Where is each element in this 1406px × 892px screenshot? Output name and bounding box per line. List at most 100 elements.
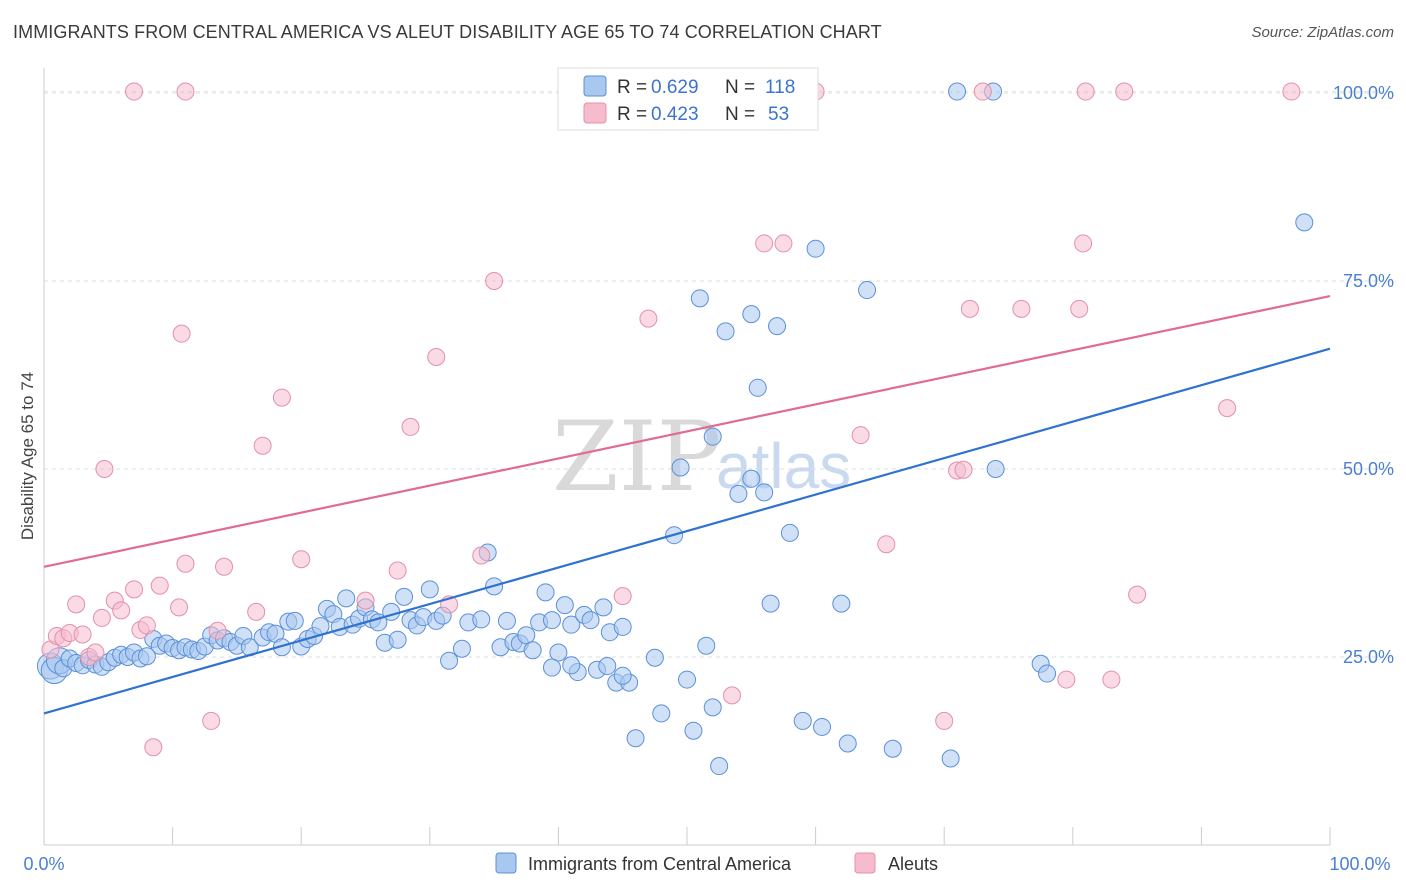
legend-r-label-2: R =: [617, 104, 647, 125]
immigrants-point: [793, 711, 812, 730]
immigrants-point: [420, 580, 439, 599]
immigrants-point: [671, 458, 690, 477]
immigrants-point: [703, 698, 722, 717]
immigrants-point: [497, 611, 516, 630]
x-axis-ticks: [43, 827, 1331, 845]
y-tick-label-50: 50.0%: [1343, 459, 1394, 479]
legend-r-label-1: R =: [617, 77, 647, 98]
immigrants-point: [703, 427, 722, 446]
immigrants-point: [337, 589, 356, 608]
aleuts-point: [1057, 670, 1076, 689]
aleuts-point: [125, 580, 144, 599]
legend-n-value-2: 53: [768, 104, 789, 125]
legend-n-value-1: 118: [765, 77, 795, 98]
immigrants-point: [555, 596, 574, 615]
legend-n-label-2: N =: [725, 104, 755, 125]
trendline-aleuts: [43, 294, 1331, 568]
immigrants-point: [395, 587, 414, 606]
bottom-legend-label-immigrants: Immigrants from Central America: [528, 854, 792, 874]
aleuts-point: [137, 616, 156, 635]
immigrants-point: [652, 704, 671, 723]
legend-r-value-1: 0.629: [651, 77, 699, 98]
immigrants-point: [858, 281, 877, 300]
aleuts-point: [954, 460, 973, 479]
y-tick-label-25: 25.0%: [1343, 647, 1394, 667]
y-tick-label-100: 100.0%: [1333, 83, 1394, 103]
immigrants-point: [549, 643, 568, 662]
immigrants-point: [472, 610, 491, 629]
aleuts-point: [1076, 82, 1095, 101]
immigrants-point: [806, 239, 825, 258]
aleuts-point: [215, 557, 234, 576]
immigrants-point: [742, 305, 761, 324]
aleuts-point: [851, 426, 870, 445]
aleuts-point: [1128, 585, 1147, 604]
aleuts-point: [172, 324, 191, 343]
aleuts-point: [356, 591, 375, 610]
aleuts-point: [247, 602, 266, 621]
immigrants-point: [697, 636, 716, 655]
aleuts-point: [401, 417, 420, 436]
aleuts-point: [427, 347, 446, 366]
aleuts-point: [272, 388, 291, 407]
immigrants-point: [452, 639, 471, 658]
legend-swatch-pink: [583, 102, 607, 124]
immigrants-point: [285, 611, 304, 630]
immigrants-point: [838, 734, 857, 753]
aleuts-point: [1074, 234, 1093, 253]
immigrants-point: [645, 648, 664, 667]
chart-title: IMMIGRANTS FROM CENTRAL AMERICA VS ALEUT…: [13, 22, 882, 42]
legend-swatch-blue: [583, 75, 607, 97]
aleuts-point: [1218, 399, 1237, 418]
aleuts-point: [485, 272, 504, 291]
legend-bottom: Immigrants from Central America Aleuts: [495, 852, 938, 874]
immigrants-point: [626, 729, 645, 748]
aleuts-point: [1070, 299, 1089, 318]
immigrants-point: [813, 717, 832, 736]
aleuts-point: [202, 711, 221, 730]
immigrants-point: [137, 647, 156, 666]
aleuts-point: [170, 598, 189, 617]
trendline-immigrants: [43, 347, 1331, 715]
source-label: Source: ZipAtlas.com: [1251, 24, 1394, 41]
bottom-legend-swatch-blue: [495, 852, 517, 874]
immigrants-point: [1295, 213, 1314, 232]
immigrants-point: [780, 523, 799, 542]
aleuts-point: [1282, 82, 1301, 101]
aleuts-point: [112, 601, 131, 620]
aleuts-point: [208, 621, 227, 640]
aleuts-point: [253, 436, 272, 455]
immigrants-point: [542, 611, 561, 630]
immigrants-point: [598, 657, 617, 676]
aleuts-point: [639, 309, 658, 328]
bottom-legend-swatch-pink: [854, 852, 876, 874]
immigrants-point: [690, 289, 709, 308]
aleuts-point: [935, 711, 954, 730]
aleuts-point: [1115, 82, 1134, 101]
immigrants-point: [382, 602, 401, 621]
aleuts-point: [613, 587, 632, 606]
series-immigrants-points: [36, 82, 1314, 776]
immigrants-point: [581, 611, 600, 630]
immigrants-point: [613, 666, 632, 685]
aleuts-point: [125, 82, 144, 101]
aleuts-point: [388, 561, 407, 580]
y-tick-labels: 25.0% 50.0% 75.0% 100.0%: [1333, 83, 1394, 667]
immigrants-point: [311, 617, 330, 636]
immigrants-point: [517, 626, 536, 645]
grid-lines: [44, 91, 1395, 658]
immigrants-point: [536, 583, 555, 602]
immigrants-point: [678, 670, 696, 689]
immigrants-point: [832, 594, 851, 613]
aleuts-point: [472, 546, 491, 565]
bottom-legend-label-aleuts: Aleuts: [888, 854, 938, 874]
immigrants-point: [562, 656, 581, 675]
y-axis-title: Disability Age 65 to 74: [18, 372, 37, 540]
x-tick-label-100: 100.0%: [1329, 854, 1390, 874]
aleuts-point: [176, 554, 195, 573]
immigrants-point: [594, 598, 613, 617]
immigrants-point: [948, 82, 967, 101]
immigrants-point: [748, 378, 767, 397]
immigrants-point: [710, 757, 729, 776]
immigrants-point: [742, 469, 761, 488]
